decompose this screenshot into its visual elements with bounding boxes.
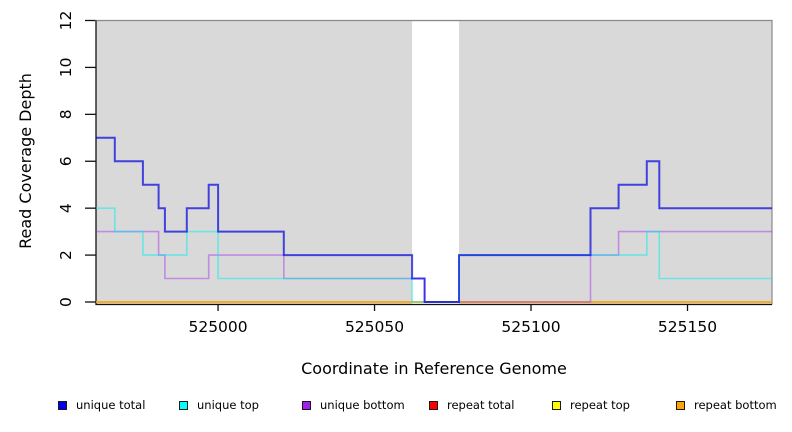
coverage-plot: 525000 525050 525100 525150 0 2 4 6 8 10 12 Read C…	[16, 11, 773, 378]
legend-label: unique top	[197, 398, 259, 412]
series-unique-total-line	[96, 136, 772, 303]
legend-label: repeat bottom	[694, 398, 777, 412]
legend-label: unique bottom	[320, 398, 405, 412]
y-tick-label: 12	[57, 11, 75, 31]
legend-swatch-repeat-bottom	[676, 400, 685, 410]
legend-item-repeat-top: repeat top	[552, 398, 630, 412]
x-tick-label: 525100	[501, 318, 560, 336]
x-tick-label: 525150	[658, 318, 717, 336]
no-data-gap-band	[412, 21, 460, 305]
legend-label: repeat total	[447, 398, 515, 412]
legend: unique total unique top unique bottom repea…	[0, 398, 792, 420]
legend-swatch-repeat-total	[429, 400, 438, 410]
y-tick-label: 0	[57, 297, 75, 307]
legend-swatch-repeat-top	[552, 400, 561, 410]
legend-label: unique total	[76, 398, 146, 412]
series-unique-top-line	[96, 207, 772, 303]
plot-box-axes	[95, 20, 772, 306]
y-tick-label: 4	[57, 203, 75, 213]
x-axis-title: Coordinate in Reference Genome	[301, 359, 567, 378]
x-tick-label: 525050	[345, 318, 404, 336]
legend-item-unique-top: unique top	[179, 398, 259, 412]
plot-box-top-right	[96, 19, 773, 305]
legend-item-unique-total: unique total	[58, 398, 145, 412]
legend-item-unique-bottom: unique bottom	[302, 398, 405, 412]
y-tick-label: 2	[57, 250, 75, 260]
legend-label: repeat top	[570, 398, 630, 412]
x-tick-label: 525000	[188, 318, 247, 336]
plot-area: 525000 525050 525100 525150 0 2 4 6 8 10 12	[57, 11, 773, 336]
legend-item-repeat-bottom: repeat bottom	[676, 398, 777, 412]
y-tick-label: 10	[57, 58, 75, 78]
legend-swatch-unique-total	[58, 400, 67, 410]
legend-swatch-unique-top	[179, 400, 188, 410]
legend-item-repeat-total: repeat total	[429, 398, 514, 412]
y-axis-title: Read Coverage Depth	[16, 73, 35, 249]
legend-swatch-unique-bottom	[302, 400, 311, 410]
y-tick-label: 6	[57, 156, 75, 166]
y-tick-label: 8	[57, 109, 75, 119]
